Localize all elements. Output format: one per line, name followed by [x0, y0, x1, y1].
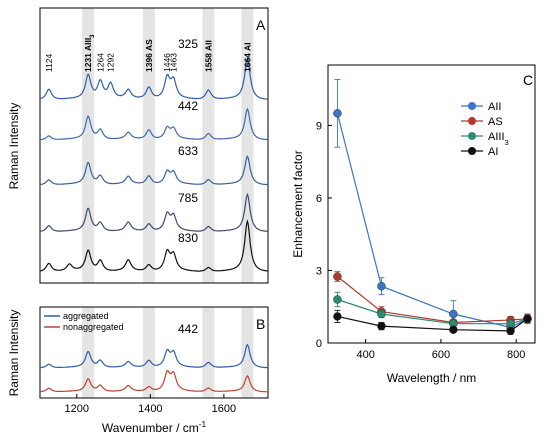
spectrum-b-nonaggregated: [40, 369, 268, 393]
x-tick-label-b-2: 1600: [212, 403, 236, 415]
band-b-2: [202, 307, 215, 398]
peak-annotation-1: 1231 AIII3: [83, 34, 96, 72]
legend-label-AIII: AIII3: [488, 131, 509, 147]
spectrum-a-442: [40, 107, 268, 141]
panel-label-c: C: [523, 72, 533, 88]
data-point-AI-2: [449, 325, 458, 334]
spectrum-label-325: 325: [178, 37, 198, 51]
peak-annotation-2: 1264: [95, 53, 105, 72]
spectrum-a-633: [39, 154, 268, 186]
peak-annotation-4: 1396 AS: [144, 39, 154, 72]
y-axis-label-b: Raman Intensity: [7, 310, 21, 397]
spectrum-a-325: [39, 56, 269, 100]
y-tick-label-c-3: 9: [316, 120, 322, 132]
x-tick-label-c-1: 600: [432, 349, 450, 361]
y-axis-label-c: Enhancement factor: [291, 150, 305, 257]
spectrum-label-633: 633: [178, 144, 198, 158]
data-point-AI-4: [523, 314, 532, 324]
legend-marker-AS: [468, 117, 476, 125]
y-tick-label-c-2: 6: [316, 193, 322, 205]
plot-frame-b: [39, 306, 269, 399]
peak-annotation-5: 1446: [162, 53, 172, 72]
legend-label-AS: AS: [488, 116, 503, 128]
series-line-AS: [337, 276, 528, 324]
peak-annotation-7: 1558 AII: [203, 40, 213, 72]
spectrum-a-830: [39, 219, 269, 272]
spectrum-b-aggregated: [40, 343, 268, 369]
band-b-0: [82, 307, 95, 398]
legend-marker-AII: [468, 102, 476, 110]
series-line-AII: [336, 113, 528, 328]
band-a-1: [142, 8, 155, 283]
peak-annotation-6: 1463: [168, 53, 178, 72]
x-tick-label-c-2: 800: [507, 349, 525, 361]
panel-b-wavelength-label: 442: [178, 322, 198, 336]
band-b-1: [142, 307, 155, 398]
band-a-0: [82, 8, 95, 283]
legend-label-nonaggregated: nonaggregated: [63, 322, 124, 332]
peak-annotation-3: 1292: [106, 53, 116, 72]
legend-label-AI: AI: [488, 146, 498, 158]
plot-frame-c: [327, 64, 536, 344]
legend-label-AII: AII: [488, 101, 501, 113]
data-point-AI-3: [506, 326, 515, 336]
y-tick-label-c-1: 3: [316, 265, 322, 277]
peak-annotation-0: 1124: [44, 53, 54, 72]
data-point-AS-0: [333, 272, 342, 281]
plot-frame-a: [39, 7, 269, 284]
x-tick-label-b-0: 1200: [65, 403, 89, 415]
data-point-AIII-1: [377, 309, 386, 319]
panel-label-b: B: [256, 316, 265, 332]
y-tick-label-c-0: 0: [316, 338, 322, 350]
x-tick-label-c-0: 400: [356, 349, 374, 361]
spectrum-label-785: 785: [178, 191, 198, 205]
peak-annotation-8: 1664 AI: [242, 43, 252, 72]
band-b-3: [241, 307, 254, 398]
data-point-AII-2: [449, 309, 458, 319]
spectrum-label-830: 830: [178, 231, 198, 245]
data-point-AIII-0: [333, 295, 342, 304]
y-axis-label-a: Raman Intensity: [7, 103, 21, 190]
data-point-AIII-3: [506, 319, 515, 328]
x-axis-label-c: Wavelength / nm: [387, 371, 477, 385]
x-tick-label-b-1: 1400: [138, 403, 162, 415]
legend-marker-AIII: [468, 132, 476, 140]
data-point-AI-1: [377, 321, 386, 331]
band-a-2: [202, 8, 215, 283]
data-point-AII-0: [333, 109, 342, 118]
legend-label-aggregated: aggregated: [63, 311, 109, 321]
data-point-AII-1: [377, 281, 386, 291]
legend-marker-AI: [468, 147, 476, 155]
spectrum-label-442: 442: [178, 99, 198, 113]
panel-label-a: A: [256, 17, 266, 33]
data-point-AI-0: [333, 312, 342, 321]
spectrum-a-785: [39, 192, 268, 232]
x-axis-label-b: Wavenumber / cm-1: [102, 419, 207, 435]
